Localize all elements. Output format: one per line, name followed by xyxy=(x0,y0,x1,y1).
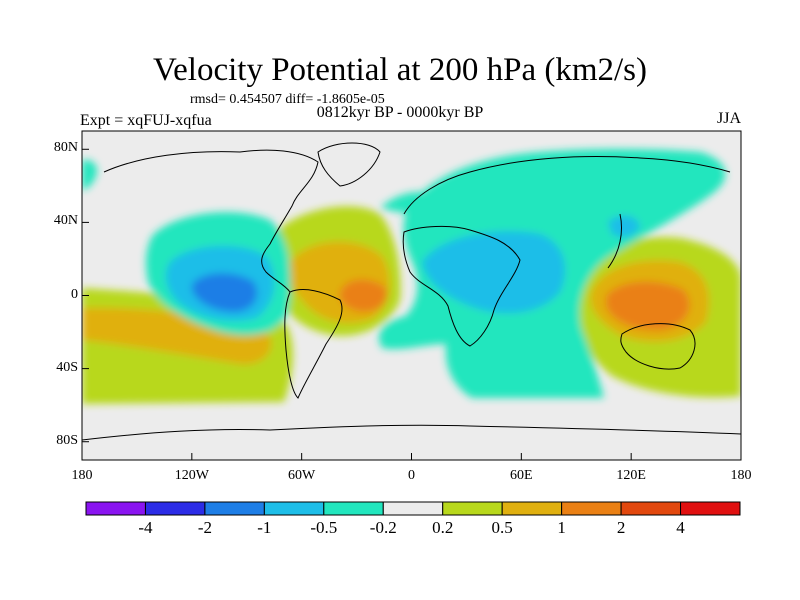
contour-fields xyxy=(82,149,741,404)
coast-antarctica xyxy=(82,424,741,441)
rmsd-diff-stats: rmsd= 0.454507 diff= -1.8605e-05 xyxy=(190,92,385,107)
colorbar-swatch xyxy=(204,501,265,516)
colorbar-label: 0.2 xyxy=(432,518,454,537)
colorbar-label: -0.2 xyxy=(369,518,397,537)
colorbar-label: -2 xyxy=(197,518,212,537)
colorbar-label: 4 xyxy=(676,518,685,537)
lat-tick-label: 40S xyxy=(56,359,78,375)
colorbar-label: -1 xyxy=(257,518,272,537)
coast-africa xyxy=(402,225,521,347)
map-area xyxy=(82,131,741,460)
experiment-label: Expt = xqFUJ-xqfua xyxy=(80,112,212,129)
colorbar xyxy=(85,501,741,516)
colorbar-swatch xyxy=(620,501,682,516)
colorbar-label: -4 xyxy=(138,518,153,537)
colorbar-swatch xyxy=(323,501,384,516)
lat-tick-label: 80N xyxy=(53,140,78,156)
coast-australia xyxy=(620,323,696,370)
lon-tick-label: 60E xyxy=(510,468,533,483)
tick-marks xyxy=(81,148,742,460)
colorbar-label: 0.5 xyxy=(491,518,513,537)
colorbar-label: 1 xyxy=(557,518,566,537)
lon-tick-label: 120E xyxy=(616,468,646,483)
colorbar-label: 2 xyxy=(616,518,626,537)
coast-europe-asia xyxy=(403,156,731,269)
negative-field-japan-core xyxy=(608,215,640,238)
lat-tick-label: 80S xyxy=(56,432,78,448)
lon-tick-label: 180 xyxy=(71,468,93,483)
colorbar-swatch xyxy=(561,501,622,516)
colorbar-label: -0.5 xyxy=(310,518,338,537)
positive-field-atlantic-1 xyxy=(339,279,388,312)
colorbar-swatch xyxy=(85,501,146,516)
lat-tick-label: 40N xyxy=(53,213,78,229)
lon-tick-label: 0 xyxy=(408,468,415,483)
positive-field-maritime-1 xyxy=(606,281,690,331)
lon-tick-label: 60W xyxy=(288,468,316,483)
colorbar-swatch xyxy=(442,501,503,516)
negative-field-east-pacific-1 xyxy=(192,273,258,312)
negative-field-north-atlantic-strip xyxy=(380,191,440,213)
season-label: JJA xyxy=(717,110,742,127)
period-label: 0812kyr BP - 0000kyr BP xyxy=(316,104,484,121)
coast-south-america xyxy=(284,289,343,399)
lon-tick-label: 120W xyxy=(174,468,209,483)
negative-field-africa-core xyxy=(422,231,566,314)
colorbar-swatch xyxy=(680,501,741,516)
colorbar-swatch xyxy=(144,501,206,516)
coast-north-america xyxy=(103,149,319,293)
chart-title: Velocity Potential at 200 hPa (km2/s) xyxy=(152,52,648,88)
colorbar-swatch xyxy=(263,501,325,516)
coastlines xyxy=(82,142,741,441)
negative-field-arctic-pacific xyxy=(82,159,98,190)
colorbar-swatch xyxy=(501,501,563,516)
colorbar-swatch xyxy=(382,501,444,516)
coast-greenland xyxy=(317,142,381,187)
lat-tick-label: 0 xyxy=(71,286,78,302)
lon-tick-label: 180 xyxy=(730,468,752,483)
